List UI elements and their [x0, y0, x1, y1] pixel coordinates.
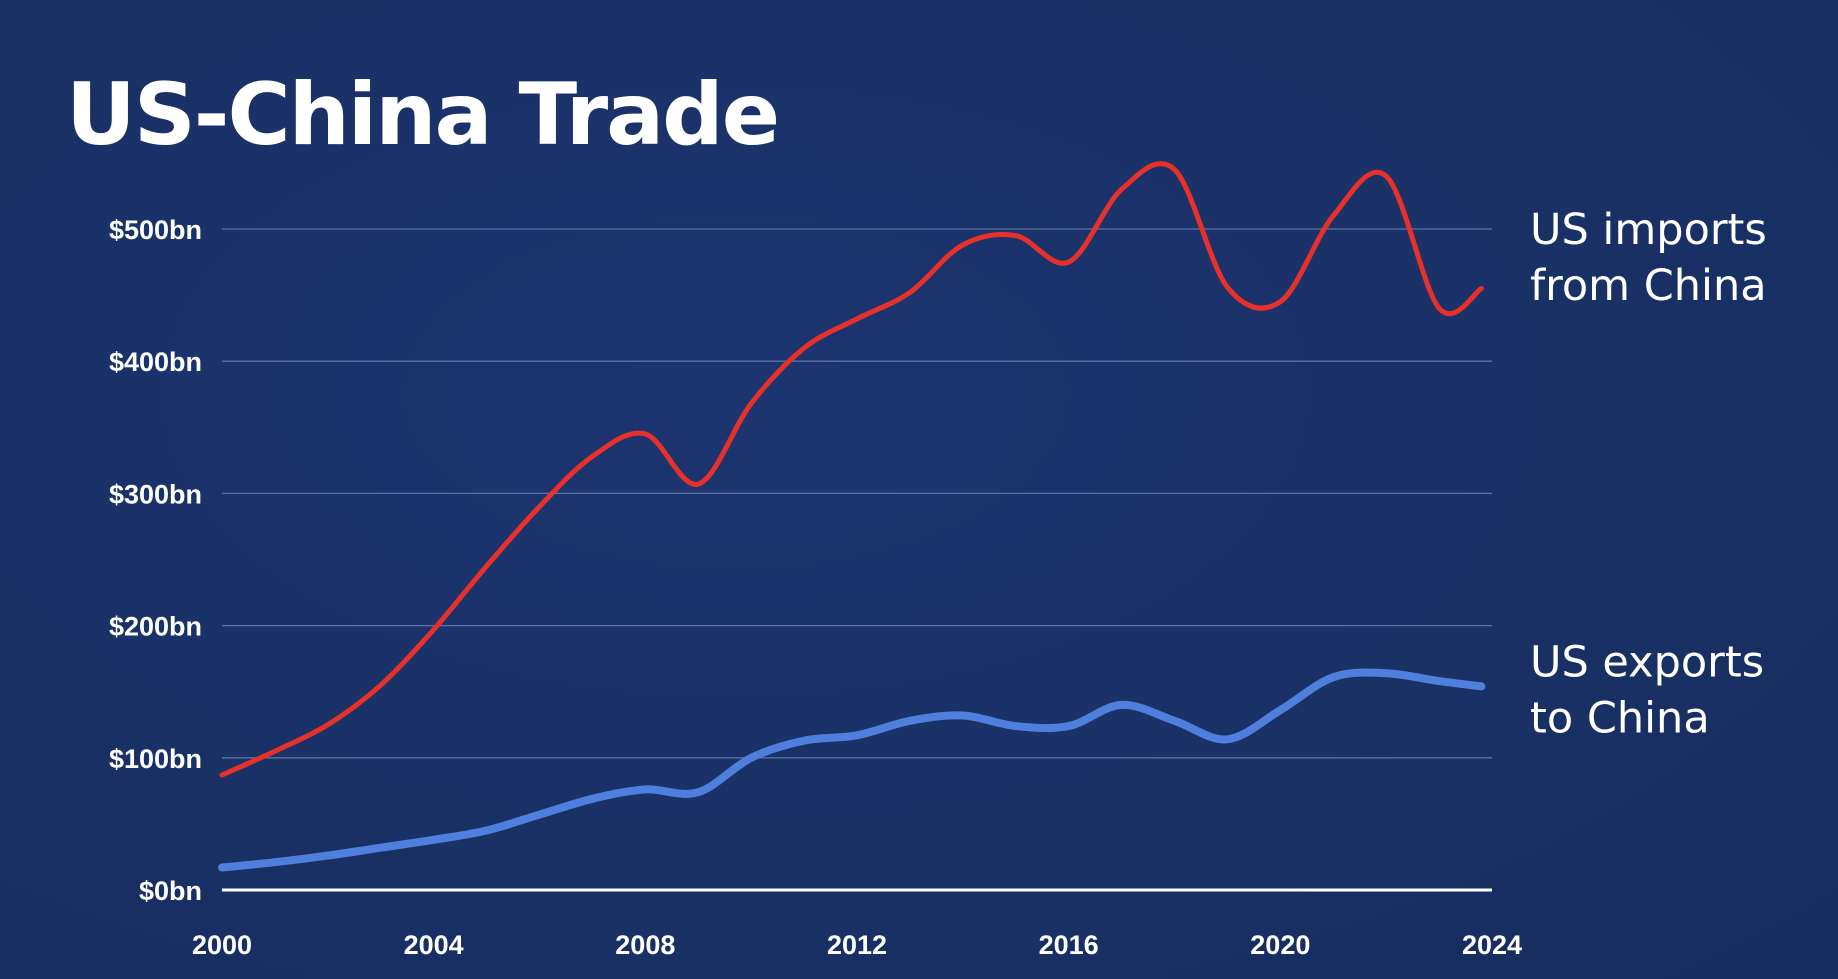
y-tick-label: $100bn: [109, 744, 202, 774]
series-line-imports: [219, 161, 1484, 778]
series-label-exports: to China: [1530, 693, 1710, 743]
y-tick-label: $200bn: [109, 612, 202, 642]
gridlines: [222, 228, 1492, 759]
x-tick-labels: 2000 2004 2008 2012 2016 2020 2024: [192, 930, 1522, 960]
y-tick-label: $400bn: [109, 347, 202, 377]
series-label-imports: US imports: [1530, 205, 1767, 255]
x-tick-label: 2016: [1039, 930, 1099, 960]
y-tick-labels: $0bn $100bn $200bn $300bn $400bn $500bn: [109, 215, 202, 906]
x-tick-label: 2020: [1250, 930, 1310, 960]
y-tick-label: $300bn: [109, 479, 202, 509]
x-tick-label: 2004: [404, 930, 464, 960]
series-line-exports: [218, 668, 1486, 872]
chart-title: US-China Trade: [66, 65, 780, 165]
series-label-exports: US exports: [1530, 637, 1764, 687]
y-tick-label: $0bn: [139, 876, 202, 906]
y-tick-label: $500bn: [109, 215, 202, 245]
x-tick-label: 2024: [1462, 930, 1522, 960]
x-tick-label: 2000: [192, 930, 252, 960]
series-lines: [218, 161, 1486, 872]
series-labels: US imports from China US exports to China: [1530, 205, 1767, 743]
series-label-imports: from China: [1530, 261, 1767, 311]
x-tick-label: 2012: [827, 930, 887, 960]
x-tick-label: 2008: [615, 930, 675, 960]
